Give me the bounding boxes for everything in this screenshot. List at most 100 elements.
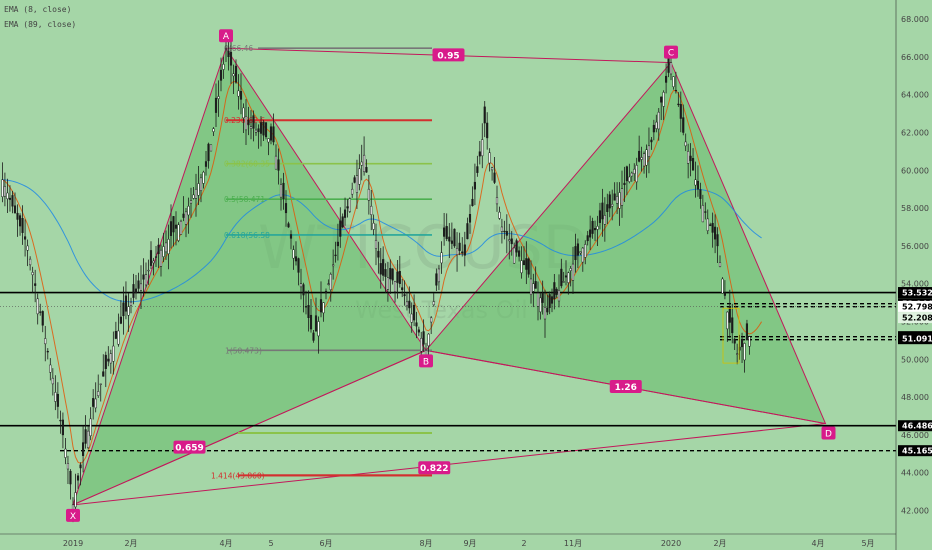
- candle-body: [591, 220, 594, 234]
- candle-body: [314, 315, 318, 332]
- candle-body: [596, 226, 599, 230]
- candle-body: [522, 260, 526, 266]
- x-tick-label: 2: [521, 539, 526, 548]
- candle-body: [721, 278, 724, 294]
- indicator-legend-ema8: EMA (8, close): [4, 5, 71, 14]
- candle-body: [302, 284, 305, 296]
- candle-body: [112, 345, 115, 362]
- candle-body: [682, 117, 685, 133]
- candle-body: [343, 209, 347, 218]
- candle-body: [562, 281, 565, 283]
- candle-body: [586, 235, 589, 242]
- candle-body: [443, 227, 446, 237]
- candle-body: [259, 122, 263, 134]
- candle-body: [204, 161, 208, 167]
- candle-body: [307, 305, 310, 318]
- candle-body: [292, 249, 295, 259]
- candle-body: [39, 311, 42, 313]
- candle-body: [11, 195, 14, 207]
- candle-body: [623, 182, 626, 186]
- candle-body: [139, 283, 143, 291]
- y-tick-label: 50.000: [901, 355, 929, 364]
- candle-body: [432, 301, 435, 306]
- candle-body: [471, 198, 474, 206]
- y-tick-label: 58.000: [901, 204, 929, 213]
- candle-body: [645, 149, 648, 166]
- candle-body: [391, 268, 394, 281]
- x-tick-label: 6月: [319, 539, 332, 548]
- candle-body: [546, 307, 549, 313]
- candle-body: [476, 166, 479, 173]
- candle-body: [244, 116, 248, 131]
- fib-label: 0.382(60.35: [224, 160, 270, 169]
- candle-body: [89, 418, 92, 437]
- candle-body: [505, 230, 508, 236]
- candle-body: [630, 172, 633, 177]
- candle-body: [202, 171, 205, 184]
- point-label-box: [419, 354, 433, 368]
- candle-body: [13, 205, 17, 214]
- candle-body: [589, 229, 592, 238]
- candle-body: [532, 283, 535, 292]
- candle-body: [207, 143, 210, 162]
- point-label-b: B: [423, 357, 429, 367]
- y-tick-label: 66.000: [901, 53, 929, 62]
- candle-body: [92, 398, 95, 407]
- price-label: 52.798: [902, 302, 932, 311]
- candle-body: [232, 73, 235, 77]
- x-tick-label: 5: [268, 539, 273, 548]
- price-label: 53.532: [902, 289, 932, 298]
- candle-body: [569, 268, 572, 271]
- candle-body: [182, 213, 185, 218]
- x-tick-label: 4月: [219, 539, 232, 548]
- candle-body: [453, 228, 456, 247]
- candle-body: [59, 419, 62, 422]
- candle-body: [3, 186, 6, 197]
- candle-body: [172, 216, 175, 233]
- candle-body: [450, 240, 453, 244]
- candle-body: [478, 151, 481, 157]
- candle-body: [503, 230, 506, 233]
- candle-body: [79, 464, 82, 469]
- candle-body: [282, 182, 285, 199]
- candle-body: [54, 392, 57, 402]
- candle-body: [620, 188, 624, 206]
- candle-body: [36, 298, 39, 315]
- candle-body: [284, 203, 288, 214]
- candle-body: [104, 354, 107, 369]
- candle-body: [107, 358, 110, 362]
- candle-body: [667, 57, 670, 73]
- price-label: 52.208: [902, 314, 932, 323]
- x-tick-label: 2019: [63, 539, 83, 548]
- candle-body: [611, 203, 614, 207]
- candle-body: [657, 111, 660, 130]
- candle-body: [704, 211, 707, 213]
- candle-body: [672, 76, 675, 87]
- candle-body: [339, 220, 342, 237]
- x-tick-label: 4月: [811, 539, 824, 548]
- fib-label: 0.236(62.6: [224, 116, 265, 125]
- candle-body: [606, 204, 609, 212]
- candle-body: [527, 258, 530, 275]
- candle-body: [189, 200, 193, 204]
- candle-body: [346, 206, 349, 209]
- fib-label: 0(66.46: [224, 44, 253, 53]
- x-tick-label: 11月: [564, 539, 582, 548]
- candle-body: [468, 214, 472, 223]
- candle-body: [382, 259, 385, 276]
- candle-body: [553, 282, 556, 300]
- candle-body: [548, 294, 551, 308]
- candle-body: [64, 448, 67, 458]
- candle-body: [269, 126, 273, 141]
- point-label-box: [219, 29, 233, 43]
- y-tick-label: 56.000: [901, 242, 929, 251]
- candle-body: [461, 251, 464, 254]
- candle-body: [696, 180, 700, 190]
- candle-body: [420, 337, 423, 352]
- candle-body: [332, 264, 335, 267]
- candle-body: [473, 181, 476, 190]
- candle-body: [209, 144, 213, 152]
- candle-body: [437, 268, 441, 283]
- candle-body: [711, 222, 714, 233]
